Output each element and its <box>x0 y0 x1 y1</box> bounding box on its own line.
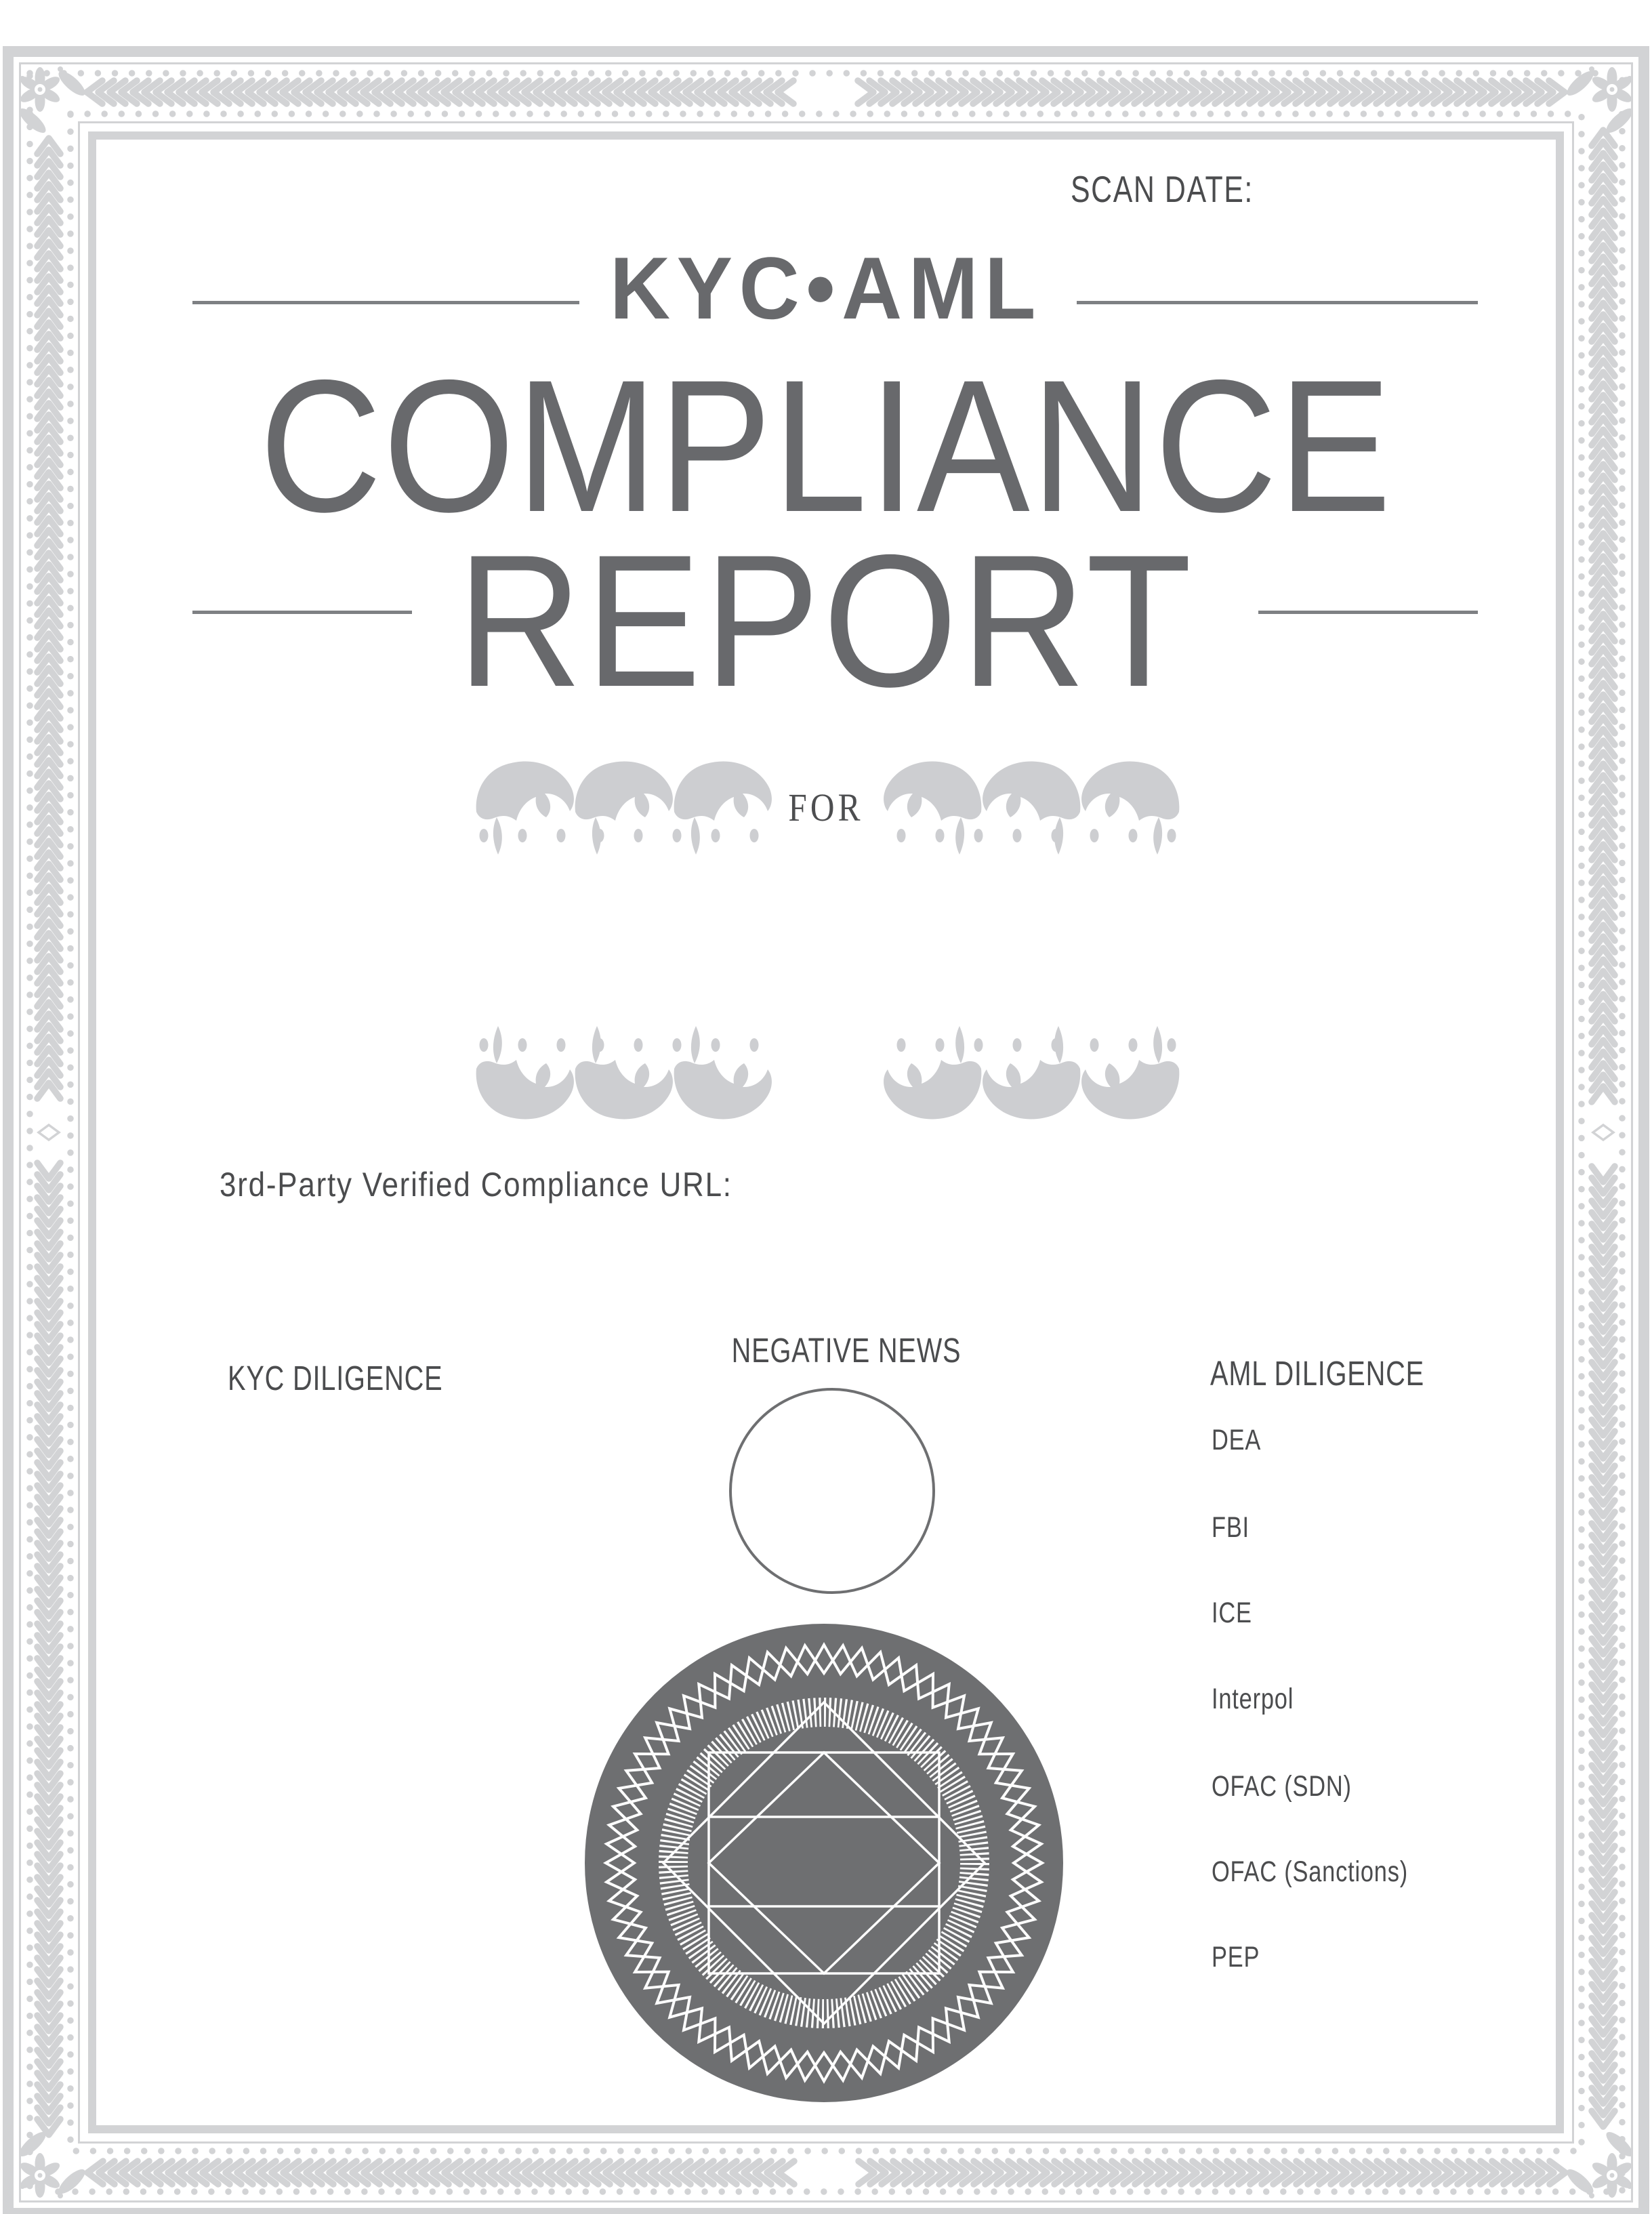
border-side <box>37 138 60 2135</box>
seal-diamond-inscribed <box>707 1750 941 1975</box>
brand-rule-right <box>1077 301 1478 304</box>
aml-list-item: OFAC (Sanctions) <box>1212 1856 1408 1888</box>
border-braid-layer <box>16 66 1636 2198</box>
seal-tick-ring <box>659 1698 989 2028</box>
border-dot-row-inner <box>67 110 1585 2154</box>
for-label: FOR <box>788 785 864 829</box>
title-compliance: COMPLIANCE <box>259 340 1393 551</box>
border-inner-bar <box>88 131 1564 2133</box>
border-thin-line-outer <box>19 62 1633 2202</box>
seal-zigzag-layer <box>602 1641 1046 2085</box>
verified-url-label: 3rd-Party Verified Compliance URL: <box>220 1166 732 1204</box>
scan-date-label: SCAN DATE: <box>1071 168 1254 210</box>
border-side <box>1592 130 1615 2127</box>
kyc-diligence-header: KYC DILIGENCE <box>228 1359 443 1397</box>
border-dot-row-outer <box>26 70 1626 2195</box>
border-thin-line-inner <box>78 121 1574 2144</box>
corner-flower-icon <box>16 2128 89 2198</box>
aml-list-item: Interpol <box>1212 1683 1294 1715</box>
flourish-bottom-right-icon <box>884 1026 1179 1119</box>
certificate-border <box>3 46 1649 2214</box>
seal-zigzag-ring <box>604 1643 1044 2083</box>
border-diamond-ornament <box>1591 1123 1615 1142</box>
report-rule-right <box>1258 611 1478 614</box>
flourish-top-left-icon <box>476 762 772 855</box>
aml-list-item: FBI <box>1212 1511 1250 1544</box>
border-diamond-ornament <box>37 1123 61 1142</box>
border-side <box>87 81 1565 104</box>
negative-news-circle <box>729 1388 935 1594</box>
report-rule-left <box>192 611 412 614</box>
negative-news-header: NEGATIVE NEWS <box>731 1331 962 1370</box>
border-outer-bar <box>3 46 1649 2214</box>
corner-flower-icon <box>1563 66 1636 137</box>
border-side <box>87 2161 1565 2184</box>
aml-diligence-header: AML DILIGENCE <box>1210 1354 1424 1393</box>
aml-list-item: OFAC (SDN) <box>1212 1770 1352 1803</box>
aml-list-item: DEA <box>1212 1424 1262 1456</box>
aml-list-item: PEP <box>1212 1941 1260 1973</box>
certificate-seal <box>585 1624 1063 2102</box>
flourish-top-right-icon <box>884 762 1179 855</box>
aml-list-item: ICE <box>1212 1597 1252 1629</box>
brand-rule-left <box>192 301 579 304</box>
title-report: REPORT <box>457 515 1195 726</box>
flourish-bottom-left-icon <box>476 1026 772 1119</box>
seal-diamond-large <box>661 1700 987 2026</box>
seal-zigzag-ring <box>602 1641 1046 2085</box>
seal-disc <box>585 1624 1063 2102</box>
brand-title: KYC•AML <box>610 239 1042 337</box>
